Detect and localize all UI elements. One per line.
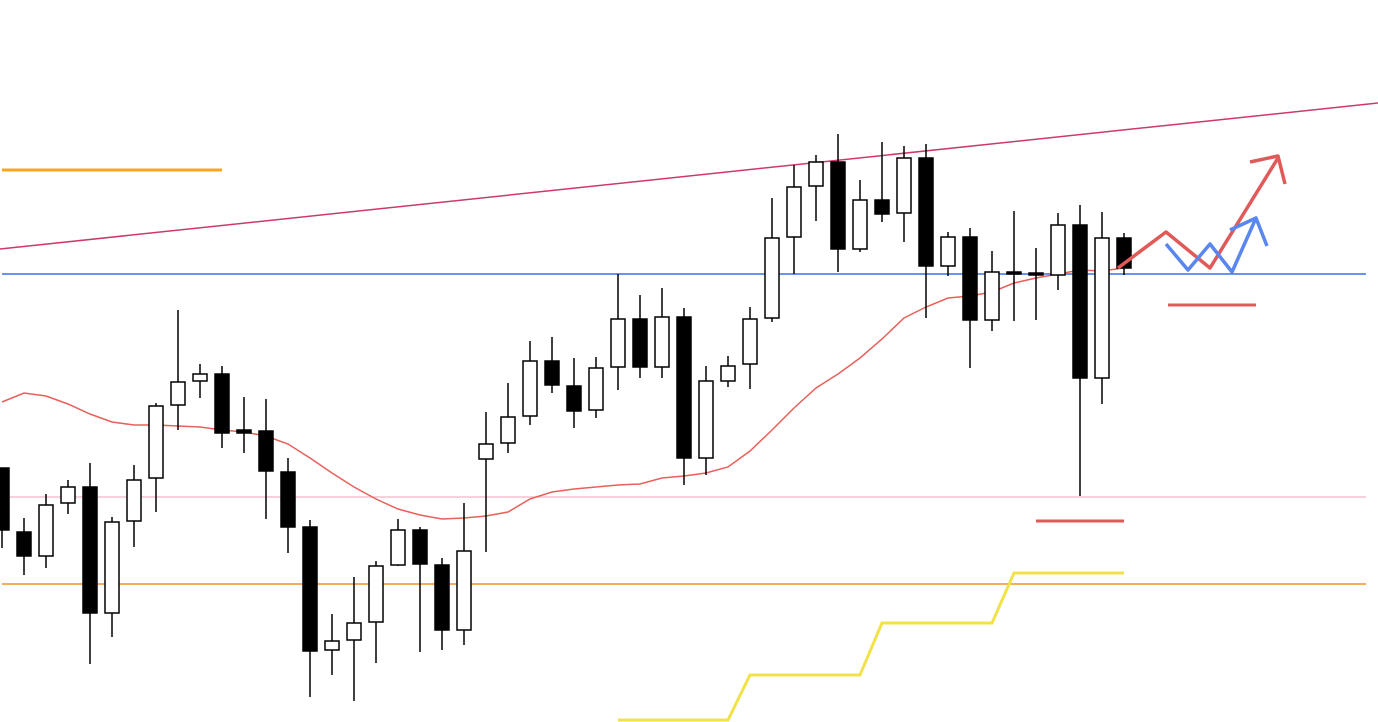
candle-body bbox=[214, 373, 230, 434]
candle-body bbox=[852, 199, 868, 250]
candle-body bbox=[126, 479, 142, 522]
trend-line bbox=[0, 102, 1378, 250]
candle-body bbox=[1006, 271, 1022, 275]
candle-body bbox=[1072, 224, 1088, 379]
candle-body bbox=[236, 429, 252, 434]
candle-body bbox=[104, 521, 120, 614]
candle-body bbox=[632, 318, 648, 368]
candle-body bbox=[148, 405, 164, 479]
candle-body bbox=[786, 186, 802, 238]
candle-body bbox=[764, 237, 780, 319]
candle-body bbox=[82, 486, 98, 614]
candle-body bbox=[500, 416, 516, 444]
candle-body bbox=[302, 526, 318, 652]
red-projection bbox=[1116, 157, 1280, 270]
candle-body bbox=[346, 622, 362, 641]
candle-body bbox=[390, 529, 406, 566]
candle-body bbox=[698, 380, 714, 459]
candle-body bbox=[434, 564, 450, 631]
candle-body bbox=[16, 531, 32, 557]
candle-body bbox=[940, 236, 956, 267]
candle-body bbox=[544, 360, 560, 386]
step-line bbox=[618, 571, 1124, 722]
projection-arrows bbox=[1116, 154, 1287, 274]
candle-body bbox=[566, 385, 582, 412]
candle-body bbox=[38, 504, 54, 557]
candle-body bbox=[654, 316, 670, 368]
candle-body bbox=[874, 199, 890, 215]
candle-body bbox=[742, 318, 758, 365]
candle-body bbox=[1094, 237, 1110, 379]
red-arrowhead bbox=[1249, 154, 1287, 185]
candle-body bbox=[412, 529, 428, 565]
candle-body bbox=[258, 430, 274, 472]
moving-average bbox=[1, 267, 1125, 520]
candle-body bbox=[830, 161, 846, 250]
candle-body bbox=[896, 157, 912, 214]
candle-body bbox=[0, 467, 10, 531]
candle-layer bbox=[0, 134, 1132, 701]
candle-body bbox=[192, 373, 208, 382]
candle-body bbox=[588, 367, 604, 411]
candle-body bbox=[1028, 272, 1044, 276]
blue-projection bbox=[1164, 217, 1258, 274]
candle-body bbox=[808, 161, 824, 187]
candle-body bbox=[1050, 224, 1066, 276]
blue-arrowhead bbox=[1229, 216, 1269, 247]
candle-body bbox=[456, 550, 472, 631]
candle-body bbox=[324, 640, 340, 651]
candle-body bbox=[918, 157, 934, 267]
candle-body bbox=[522, 360, 538, 417]
candle-body bbox=[60, 486, 76, 504]
candle-body bbox=[610, 318, 626, 368]
candle-body bbox=[478, 443, 494, 460]
candle-body bbox=[720, 365, 736, 382]
candle-body bbox=[368, 565, 384, 623]
candle-body bbox=[984, 271, 1000, 321]
candle-body bbox=[280, 471, 296, 528]
candle-body bbox=[676, 316, 692, 459]
indicator-layer bbox=[0, 102, 1378, 722]
candle-body bbox=[170, 381, 186, 406]
candle-body bbox=[962, 236, 978, 321]
